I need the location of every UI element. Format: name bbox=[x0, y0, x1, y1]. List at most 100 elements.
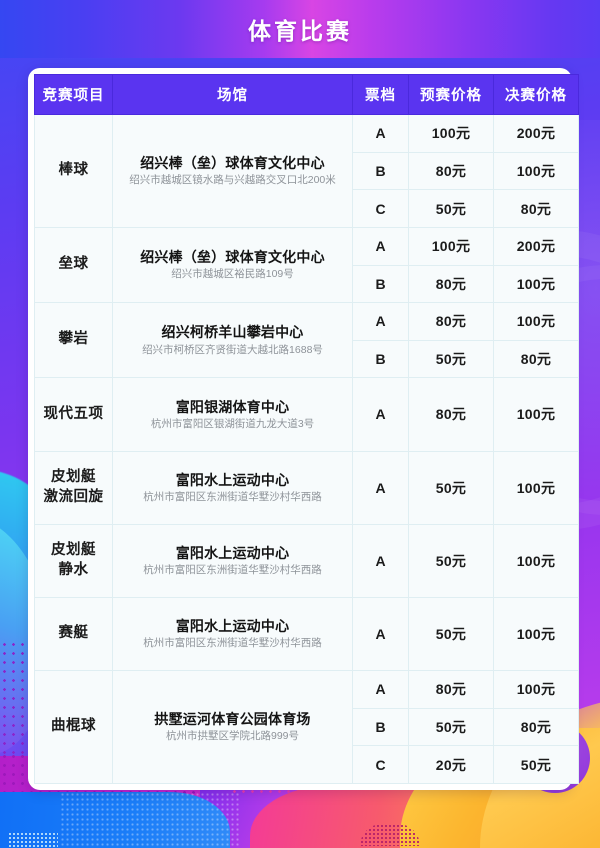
table-row: 赛艇 富阳水上运动中心 杭州市富阳区东洲街道华墅沙村华西路 A 50元 100元 bbox=[34, 596, 579, 672]
cell-venue: 绍兴柯桥羊山攀岩中心 绍兴市柯桥区齐贤街道大越北路1688号 bbox=[112, 302, 353, 379]
table-row: 棒球 绍兴棒（垒）球体育文化中心 绍兴市越城区镜水路与兴越路交叉口北200米 A 100… bbox=[34, 114, 579, 228]
cell-prelim-price: 100元 bbox=[408, 226, 494, 266]
cell-prelim-price: 50元 bbox=[408, 596, 494, 672]
venue-name: 富阳水上运动中心 bbox=[175, 544, 290, 561]
cell-final-price: 100元 bbox=[493, 302, 579, 341]
cell-final-price: 100元 bbox=[493, 596, 579, 672]
cell-tier: A bbox=[352, 377, 409, 452]
table-row: 曲棍球 拱墅运河体育公园体育场 杭州市拱墅区学院北路999号 A 80元 100元 bbox=[34, 670, 579, 784]
cell-final-price: 100元 bbox=[493, 377, 579, 452]
cell-prelim-price: 50元 bbox=[408, 450, 494, 525]
cell-event: 棒球 bbox=[34, 114, 113, 228]
schedule-card: 竞赛项目 场馆 票档 预赛价格 决赛价格 棒球 绍兴棒（垒）球体育文化中心 绍兴市越… bbox=[28, 68, 579, 790]
cell-prelim-price: 80元 bbox=[408, 670, 494, 709]
cell-tier: A bbox=[352, 114, 409, 153]
cell-tier: B bbox=[352, 339, 409, 379]
column-header-event: 竞赛项目 bbox=[34, 74, 113, 115]
cell-event: 皮划艇 静水 bbox=[34, 523, 113, 598]
cell-tier: B bbox=[352, 264, 409, 304]
cell-tier: A bbox=[352, 523, 409, 598]
cell-event: 赛艇 bbox=[34, 596, 113, 672]
cell-prelim-price: 50元 bbox=[408, 707, 494, 747]
venue-address: 杭州市富阳区东洲街道华墅沙村华西路 bbox=[143, 637, 322, 650]
column-header-tier: 票档 bbox=[352, 74, 409, 115]
table-row: 皮划艇 静水 富阳水上运动中心 杭州市富阳区东洲街道华墅沙村华西路 A 50元 100元 bbox=[34, 523, 579, 598]
cell-prelim-price: 50元 bbox=[408, 339, 494, 379]
cell-final-price: 80元 bbox=[493, 707, 579, 747]
background-bottom-texture bbox=[60, 792, 240, 848]
cell-final-price: 200元 bbox=[493, 226, 579, 266]
cell-event: 曲棍球 bbox=[34, 670, 113, 784]
cell-venue: 富阳水上运动中心杭州市富阳区东洲街道华墅沙村华西路 bbox=[112, 450, 353, 525]
cell-venue: 拱墅运河体育公园体育场杭州市拱墅区学院北路999号 bbox=[112, 670, 353, 784]
title-gradient-band bbox=[0, 0, 600, 58]
venue-name: 拱墅运河体育公园体育场 bbox=[154, 711, 311, 728]
venue-address: 绍兴市越城区裕民路109号 bbox=[171, 268, 294, 281]
venue-address: 绍兴市越城区镜水路与兴越路交叉口北200米 bbox=[129, 174, 336, 187]
cell-venue: 绍兴棒（垒）球体育文化中心绍兴市越城区裕民路109号 bbox=[112, 226, 353, 304]
cell-prelim-price: 80元 bbox=[408, 302, 494, 341]
cell-prelim-price: 80元 bbox=[408, 377, 494, 452]
table-row: 皮划艇 激流回旋 富阳水上运动中心 杭州市富阳区东洲街道华墅沙村华西路 A 50元 100元 bbox=[34, 450, 579, 525]
cell-prelim-price: 50元 bbox=[408, 189, 494, 228]
table-row: 攀岩 绍兴柯桥羊山攀岩中心 绍兴市柯桥区齐贤街道大越北路1688号 A 80元 100元 bbox=[34, 302, 579, 379]
cell-tier: B bbox=[352, 707, 409, 747]
venue-name: 富阳银湖体育中心 bbox=[175, 398, 290, 415]
cell-tier: A bbox=[352, 226, 409, 266]
table-row: 现代五项 富阳银湖体育中心 杭州市富阳区银湖街道九龙大道3号 A 80元 100元 bbox=[34, 377, 579, 452]
venue-name: 绍兴棒（垒）球体育文化中心 bbox=[140, 155, 325, 172]
schedule-table: 竞赛项目 场馆 票档 预赛价格 决赛价格 棒球 绍兴棒（垒）球体育文化中心 绍兴市越… bbox=[34, 74, 579, 784]
table-row: B 50元 80元 bbox=[35, 707, 579, 747]
cell-prelim-price: 80元 bbox=[408, 151, 494, 191]
cell-venue: 富阳银湖体育中心杭州市富阳区银湖街道九龙大道3号 bbox=[112, 377, 353, 452]
venue-address: 杭州市拱墅区学院北路999号 bbox=[165, 730, 300, 743]
cell-tier: A bbox=[352, 670, 409, 709]
cell-final-price: 50元 bbox=[493, 745, 579, 784]
venue-address: 杭州市富阳区银湖街道九龙大道3号 bbox=[150, 417, 315, 430]
cell-event: 垒球 bbox=[34, 226, 113, 304]
cell-venue: 富阳水上运动中心杭州市富阳区东洲街道华墅沙村华西路 bbox=[112, 523, 353, 598]
table-header: 竞赛项目 场馆 票档 预赛价格 决赛价格 bbox=[34, 74, 579, 115]
cell-tier: C bbox=[352, 189, 409, 228]
cell-final-price: 80元 bbox=[493, 339, 579, 379]
cell-final-price: 200元 bbox=[493, 114, 579, 153]
cell-event: 现代五项 bbox=[34, 377, 113, 452]
page-title: 体育比赛 bbox=[248, 18, 352, 44]
table-row: B 50元 80元 bbox=[35, 339, 579, 379]
column-header-venue: 场馆 bbox=[112, 74, 353, 115]
cell-event: 皮划艇 激流回旋 bbox=[34, 450, 113, 525]
table-row: C 50元 80元 bbox=[35, 189, 579, 228]
cell-final-price: 100元 bbox=[493, 264, 579, 304]
venue-address: 绍兴市柯桥区齐贤街道大越北路1688号 bbox=[142, 343, 323, 356]
venue-name: 富阳水上运动中心 bbox=[175, 618, 290, 634]
venue-name: 绍兴棒（垒）球体育文化中心 bbox=[140, 249, 325, 266]
cell-tier: C bbox=[352, 745, 409, 784]
column-header-prelim: 预赛价格 bbox=[408, 74, 494, 115]
column-header-final: 决赛价格 bbox=[493, 74, 579, 115]
cell-final-price: 100元 bbox=[493, 670, 579, 709]
cell-final-price: 80元 bbox=[493, 189, 579, 228]
cell-tier: A bbox=[352, 596, 409, 672]
cell-prelim-price: 100元 bbox=[408, 114, 494, 153]
background-ball-patch bbox=[360, 824, 420, 846]
background-ball-patch-left bbox=[8, 832, 58, 848]
table-row: B 80元 100元 bbox=[35, 264, 579, 304]
cell-venue: 富阳水上运动中心杭州市富阳区东洲街道华墅沙村华西路 bbox=[112, 596, 353, 672]
cell-final-price: 100元 bbox=[493, 523, 579, 598]
cell-final-price: 100元 bbox=[493, 151, 579, 191]
cell-tier: A bbox=[352, 450, 409, 525]
table-row: C 20元 50元 bbox=[35, 745, 579, 784]
table-header-row: 竞赛项目 场馆 票档 预赛价格 决赛价格 bbox=[34, 74, 579, 115]
cell-final-price: 100元 bbox=[493, 450, 579, 525]
cell-prelim-price: 50元 bbox=[408, 523, 494, 598]
cell-event: 攀岩 bbox=[34, 302, 113, 379]
venue-address: 杭州市富阳区东洲街道华墅沙村华西路 bbox=[143, 490, 322, 503]
cell-tier: B bbox=[352, 151, 409, 191]
table-row: B 80元 100元 bbox=[35, 151, 579, 191]
venue-address: 杭州市富阳区东洲街道华墅沙村华西路 bbox=[143, 564, 322, 577]
cell-prelim-price: 20元 bbox=[408, 745, 494, 784]
table-row: 垒球 绍兴棒（垒）球体育文化中心 绍兴市越城区裕民路109号 A 100元 200元 bbox=[34, 226, 579, 304]
table-body: 棒球 绍兴棒（垒）球体育文化中心 绍兴市越城区镜水路与兴越路交叉口北200米 A 100… bbox=[34, 114, 579, 784]
venue-name: 富阳水上运动中心 bbox=[175, 471, 290, 488]
